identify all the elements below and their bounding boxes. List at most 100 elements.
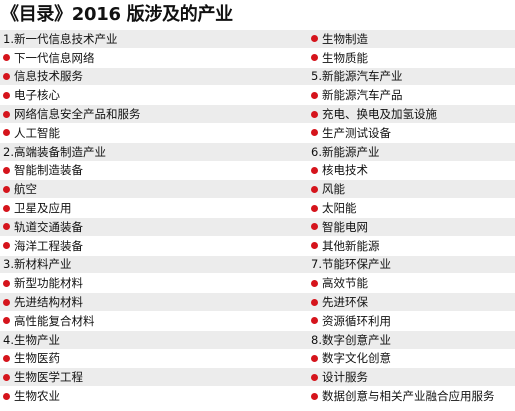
industry-item-label: 人工智能 [14,125,60,140]
industry-item-label: 电子核心 [14,88,60,103]
table-row: 4.生物产业 8.数字创意产业 [0,330,515,350]
industry-item-label: 信息技术服务 [14,69,83,84]
table-row: 航空 风能 [0,180,515,200]
red-bullet-icon [3,373,10,381]
industry-category-label: 6.新能源产业 [311,144,380,159]
red-bullet-icon [3,54,10,62]
table-row: 高性能复合材料 资源循环利用 [0,311,515,331]
left-cell: 生物医学工程 [0,368,308,386]
industry-category-label: 7.节能环保产业 [311,257,391,272]
industry-item-label: 智能电网 [322,219,368,234]
table-row: 电子核心 新能源汽车产品 [0,86,515,106]
red-bullet-icon [311,129,318,137]
red-bullet-icon [3,279,10,287]
left-cell: 生物医药 [0,350,308,368]
right-cell: 生产测试设备 [308,124,515,142]
table-row: 2.高端装备制造产业 6.新能源产业 [0,142,515,162]
red-bullet-icon [3,317,10,325]
industry-item-label: 先进环保 [322,295,368,310]
industry-category-label: 5.新能源汽车产业 [311,69,403,84]
red-bullet-icon [311,354,318,362]
red-bullet-icon [3,392,10,400]
left-cell: 电子核心 [0,86,308,104]
table-row: 智能制造装备 核电技术 [0,161,515,181]
table-row: 网络信息安全产品和服务 充电、换电及加氢设施 [0,105,515,124]
red-bullet-icon [3,129,10,137]
industry-item-label: 卫星及应用 [14,201,72,216]
table-row: 卫星及应用 太阳能 [0,199,515,218]
industry-item-label: 高效节能 [322,276,368,291]
industry-item-label: 太阳能 [322,201,357,216]
table-row: 海洋工程装备 其他新能源 [0,236,515,256]
industry-item-label: 设计服务 [322,370,368,385]
left-cell: 高性能复合材料 [0,312,308,330]
industry-item-label: 智能制造装备 [14,163,83,178]
table-row: 轨道交通装备 智能电网 [0,217,515,237]
left-cell: 智能制造装备 [0,162,308,180]
left-cell: 航空 [0,180,308,198]
red-bullet-icon [311,54,318,62]
red-bullet-icon [3,223,10,231]
right-cell: 太阳能 [308,199,515,217]
industry-item-label: 数字文化创意 [322,351,391,366]
left-cell: 人工智能 [0,124,308,142]
right-cell: 高效节能 [308,274,515,292]
red-bullet-icon [311,392,318,400]
right-cell: 6.新能源产业 [308,143,515,161]
industry-item-label: 下一代信息网络 [14,50,95,65]
red-bullet-icon [311,91,318,99]
right-cell: 7.节能环保产业 [308,256,515,274]
table-row: 1.新一代信息技术产业 生物制造 [0,30,515,49]
right-cell: 风能 [308,180,515,198]
table-row: 新型功能材料 高效节能 [0,274,515,294]
left-cell: 2.高端装备制造产业 [0,143,308,161]
industry-category-label: 3.新材料产业 [3,257,72,272]
right-cell: 其他新能源 [308,237,515,255]
industry-category-label: 2.高端装备制造产业 [3,144,106,159]
industry-item-label: 网络信息安全产品和服务 [14,107,141,122]
industry-category-label: 8.数字创意产业 [311,332,391,347]
left-cell: 生物农业 [0,387,308,405]
industry-item-label: 资源循环利用 [322,313,391,328]
red-bullet-icon [311,242,318,250]
industry-item-label: 高性能复合材料 [14,313,95,328]
red-bullet-icon [311,110,318,118]
right-cell: 8.数字创意产业 [308,331,515,349]
left-cell: 下一代信息网络 [0,49,308,67]
industry-item-label: 航空 [14,182,37,197]
table-row: 人工智能 生产测试设备 [0,123,515,143]
table-row: 生物农业 数据创意与相关产业融合应用服务 [0,387,515,406]
left-cell: 信息技术服务 [0,68,308,86]
red-bullet-icon [311,317,318,325]
right-cell: 生物制造 [308,30,515,48]
industry-item-label: 生物农业 [14,389,60,404]
red-bullet-icon [3,72,10,80]
industry-item-label: 充电、换电及加氢设施 [322,107,437,122]
red-bullet-icon [3,110,10,118]
right-cell: 设计服务 [308,368,515,386]
industry-item-label: 生物质能 [322,50,368,65]
industry-category-label: 4.生物产业 [3,332,60,347]
industry-table: 1.新一代信息技术产业 生物制造下一代信息网络 生物质能信息技术服务 5.新能源汽车产… [0,30,515,406]
red-bullet-icon [311,298,318,306]
industry-category-label: 1.新一代信息技术产业 [3,31,118,46]
right-cell: 数据创意与相关产业融合应用服务 [308,387,515,405]
left-cell: 海洋工程装备 [0,237,308,255]
industry-item-label: 新能源汽车产品 [322,88,403,103]
industry-item-label: 先进结构材料 [14,295,83,310]
table-row: 信息技术服务 5.新能源汽车产业 [0,67,515,87]
right-cell: 5.新能源汽车产业 [308,68,515,86]
industry-item-label: 数据创意与相关产业融合应用服务 [322,389,495,404]
industry-item-label: 新型功能材料 [14,276,83,291]
right-cell: 数字文化创意 [308,350,515,368]
right-cell: 核电技术 [308,162,515,180]
left-cell: 先进结构材料 [0,293,308,311]
left-cell: 卫星及应用 [0,199,308,217]
industry-item-label: 生物医学工程 [14,370,83,385]
right-cell: 先进环保 [308,293,515,311]
right-cell: 新能源汽车产品 [308,86,515,104]
red-bullet-icon [311,166,318,174]
right-cell: 智能电网 [308,218,515,236]
industry-item-label: 核电技术 [322,163,368,178]
red-bullet-icon [3,91,10,99]
